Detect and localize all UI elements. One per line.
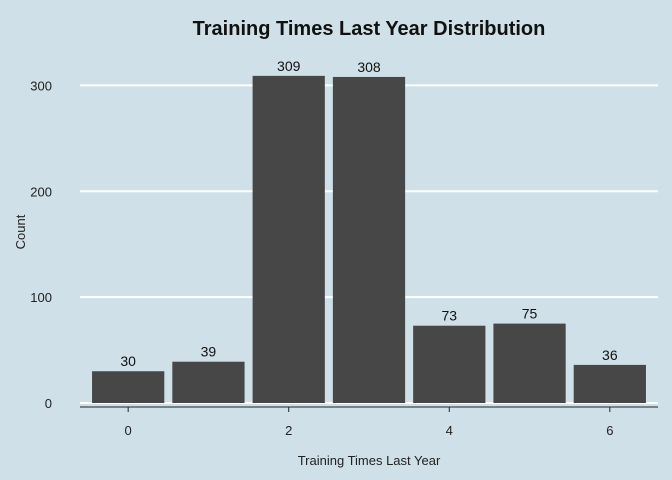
x-tick-label-0: 0 xyxy=(125,423,132,438)
chart-title: Training Times Last Year Distribution xyxy=(193,18,546,40)
data-label-6: 36 xyxy=(602,347,618,363)
y-tick-label-300: 300 xyxy=(30,78,52,93)
data-label-5: 75 xyxy=(522,306,538,322)
y-tick-label-100: 100 xyxy=(30,290,52,305)
x-tick-label-2: 2 xyxy=(285,423,292,438)
x-tick-label-6: 6 xyxy=(606,423,613,438)
data-label-2: 309 xyxy=(277,58,301,74)
y-axis-label: Count xyxy=(13,214,28,249)
data-label-0: 30 xyxy=(120,353,136,369)
bar-2 xyxy=(252,75,325,403)
data-label-3: 308 xyxy=(357,59,381,75)
bars xyxy=(92,75,646,404)
data-label-4: 73 xyxy=(441,308,457,324)
bar-6 xyxy=(573,364,646,403)
y-tick-label-0: 0 xyxy=(45,396,52,411)
bar-1 xyxy=(172,361,245,403)
x-tick-label-4: 4 xyxy=(446,423,453,438)
data-label-1: 39 xyxy=(201,344,217,360)
x-axis-label: Training Times Last Year xyxy=(298,453,441,468)
y-tick-label-200: 200 xyxy=(30,184,52,199)
bar-4 xyxy=(413,325,486,403)
data-labels: 30 39 309 308 73 75 36 xyxy=(120,58,617,369)
bar-0 xyxy=(92,371,165,403)
bar-3 xyxy=(332,76,406,404)
bar-5 xyxy=(493,323,566,403)
x-axis-ticks: 0 2 4 6 xyxy=(125,407,613,438)
y-axis-ticks: 0 100 200 300 xyxy=(30,78,52,411)
